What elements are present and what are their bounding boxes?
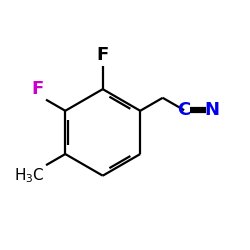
Text: N: N — [204, 101, 219, 119]
Text: F: F — [31, 80, 44, 98]
Text: F: F — [96, 46, 109, 64]
Text: H$_3$C: H$_3$C — [14, 166, 45, 185]
Text: C: C — [178, 101, 191, 119]
